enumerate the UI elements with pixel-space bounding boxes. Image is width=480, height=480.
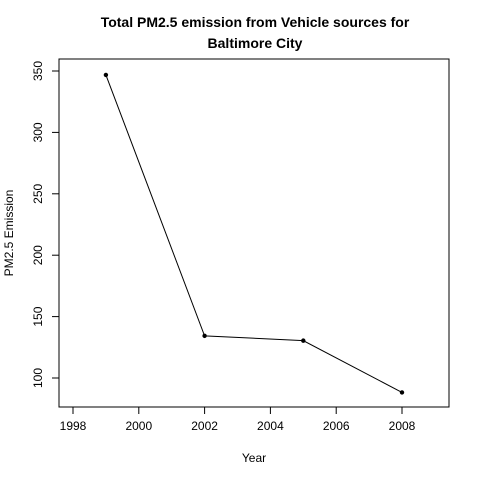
y-tick-label-250: 250 (31, 183, 45, 203)
y-axis: 100 150 200 250 300 350 (31, 61, 60, 388)
plot-area-box (58, 58, 450, 408)
data-point-1999 (103, 72, 109, 78)
x-tick-label-2002: 2002 (191, 419, 218, 433)
x-tick-label-2008: 2008 (389, 419, 416, 433)
x-tick-label-1998: 1998 (60, 419, 87, 433)
x-tick-label-2006: 2006 (323, 419, 350, 433)
series-line (105, 74, 403, 393)
x-tick-label-2000: 2000 (125, 419, 152, 433)
y-tick-label-350: 350 (31, 61, 45, 81)
y-tick-label-300: 300 (31, 122, 45, 142)
x-axis: 1998 2000 2002 2004 2006 2008 (60, 406, 416, 433)
chart-title-line-2: Baltimore City (208, 35, 303, 51)
y-tick-label-200: 200 (31, 245, 45, 265)
chart-title-line-1: Total PM2.5 emission from Vehicle source… (101, 14, 410, 30)
x-axis-label: Year (242, 451, 266, 465)
y-tick-label-100: 100 (31, 368, 45, 388)
data-point-2005 (301, 338, 306, 343)
x-tick-label-2004: 2004 (257, 419, 284, 433)
y-tick-label-150: 150 (31, 306, 45, 326)
series-vehicle-emission (103, 72, 405, 395)
data-point-2008 (399, 390, 405, 395)
y-axis-label: PM2.5 Emission (2, 190, 16, 277)
data-point-2002 (202, 333, 207, 339)
